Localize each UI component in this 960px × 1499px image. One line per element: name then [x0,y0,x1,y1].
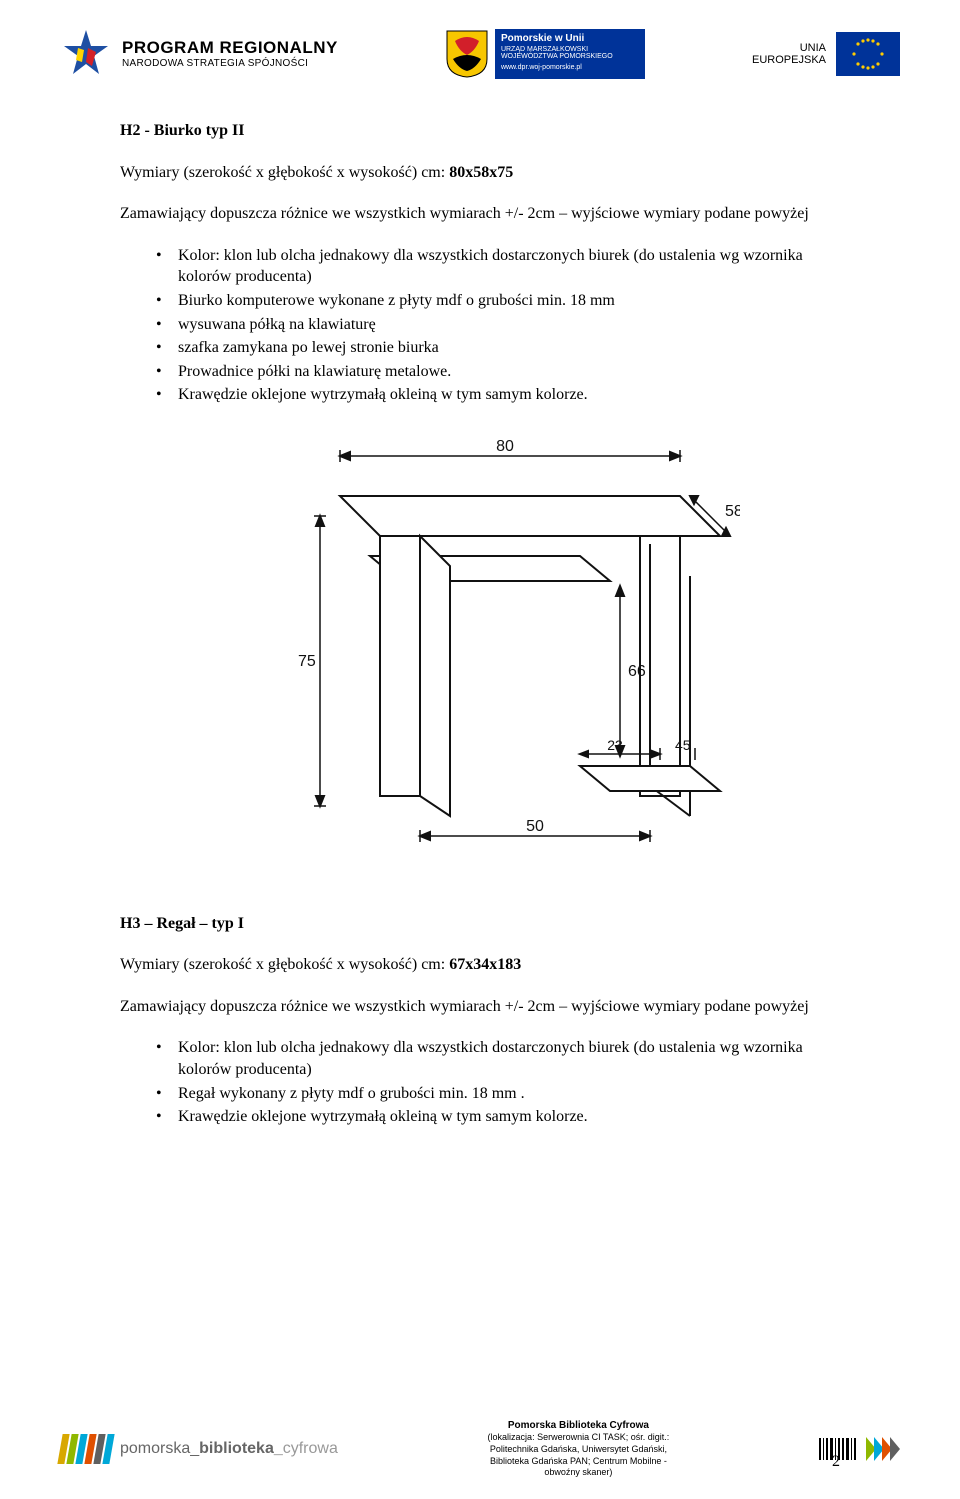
pomorskie-line3: WOJEWÓDZTWA POMORSKIEGO [501,53,639,60]
list-item: szafka zamykana po lewej stronie biurka [156,337,840,359]
dim-shelf-45: 45 [675,737,691,753]
unia-line1: UNIA [752,42,826,54]
eu-flag-icon [836,32,900,76]
dim-shelf-23: 23 [607,737,623,753]
h3-dims: Wymiary (szerokość x głębokość x wysokoś… [120,954,840,976]
list-item: Krawędzie oklejone wytrzymałą okleiną w … [156,384,840,406]
footer-line3: Politechnika Gdańska, Uniwersytet Gdańsk… [488,1444,670,1456]
h3-title: H3 – Regał – typ I [120,913,840,935]
h2-title: H2 - Biurko typ II [120,120,840,142]
h3-dims-value: 67x34x183 [449,956,521,973]
footer-line2: (lokalizacja: Serwerownia CI TASK; ośr. … [488,1432,670,1444]
h2-tolerance: Zamawiający dopuszcza różnice we wszystk… [120,203,840,225]
footer-logo-1: pomorska_ [120,1440,199,1457]
h2-bullets: Kolor: klon lub olcha jednakowy dla wszy… [120,245,840,406]
barcode-icon [819,1438,856,1460]
pomorskie-line1: Pomorskie w Unii [501,33,639,44]
header-center: Pomorskie w Unii URZĄD MARSZAŁKOWSKI WOJ… [445,29,645,79]
list-item: wysuwana półką na klawiaturę [156,314,840,336]
page-header: PROGRAM REGIONALNY NARODOWA STRATEGIA SP… [0,0,960,100]
dim-depth: 58 [725,503,740,520]
desk-diagram: 80 58 [120,436,840,863]
header-right: UNIA EUROPEJSKA [752,32,900,76]
program-logo-icon [60,28,112,80]
h3-dims-label: Wymiary (szerokość x głębokość x wysokoś… [120,956,449,973]
footer-line5: obwoźny skaner) [488,1467,670,1479]
program-text: PROGRAM REGIONALNY NARODOWA STRATEGIA SP… [122,39,338,69]
chevron-icon [864,1431,900,1467]
footer-line4: Biblioteka Gdańska PAN; Centrum Mobilne … [488,1456,670,1468]
program-subtitle: NARODOWA STRATEGIA SPÓJNOŚCI [122,58,338,69]
unia-line2: EUROPEJSKA [752,54,826,66]
list-item: Krawędzie oklejone wytrzymałą okleiną w … [156,1106,840,1128]
unia-text: UNIA EUROPEJSKA [752,42,826,66]
header-left: PROGRAM REGIONALNY NARODOWA STRATEGIA SP… [60,28,338,80]
footer-left: pomorska_biblioteka_cyfrowa [60,1434,338,1464]
list-item: Prowadnice półki na klawiaturę metalowe. [156,361,840,383]
dim-base: 50 [526,818,544,835]
footer-bars-icon [60,1434,112,1464]
list-item: Kolor: klon lub olcha jednakowy dla wszy… [156,1037,840,1080]
footer-right [819,1431,900,1467]
coat-of-arms-icon [445,29,489,79]
h3-bullets: Kolor: klon lub olcha jednakowy dla wszy… [120,1037,840,1127]
h2-dims-label: Wymiary (szerokość x głębokość x wysokoś… [120,164,449,181]
pomorskie-box: Pomorskie w Unii URZĄD MARSZAŁKOWSKI WOJ… [495,29,645,79]
dim-inner-h: 66 [628,663,646,680]
page-footer: pomorska_biblioteka_cyfrowa Pomorska Bib… [0,1419,960,1479]
list-item: Kolor: klon lub olcha jednakowy dla wszy… [156,245,840,288]
h3-tolerance: Zamawiający dopuszcza różnice we wszystk… [120,996,840,1018]
h2-dims: Wymiary (szerokość x głębokość x wysokoś… [120,162,840,184]
page-content: H2 - Biurko typ II Wymiary (szerokość x … [0,100,960,1128]
list-item: Regał wykonany z płyty mdf o grubości mi… [156,1083,840,1105]
program-title: PROGRAM REGIONALNY [122,39,338,58]
h2-dims-value: 80x58x75 [449,164,513,181]
footer-logo-text: pomorska_biblioteka_cyfrowa [120,1440,338,1458]
footer-center: Pomorska Biblioteka Cyfrowa (lokalizacja… [488,1419,670,1479]
pomorskie-line2: URZĄD MARSZAŁKOWSKI [501,46,639,53]
footer-logo-2: biblioteka_ [199,1440,283,1457]
dim-height: 75 [298,653,316,670]
footer-title: Pomorska Biblioteka Cyfrowa [488,1419,670,1432]
list-item: Biurko komputerowe wykonane z płyty mdf … [156,290,840,312]
dim-top: 80 [496,438,514,455]
footer-logo-3: cyfrowa [283,1440,338,1457]
pomorskie-url: www.dpr.woj-pomorskie.pl [501,64,639,71]
